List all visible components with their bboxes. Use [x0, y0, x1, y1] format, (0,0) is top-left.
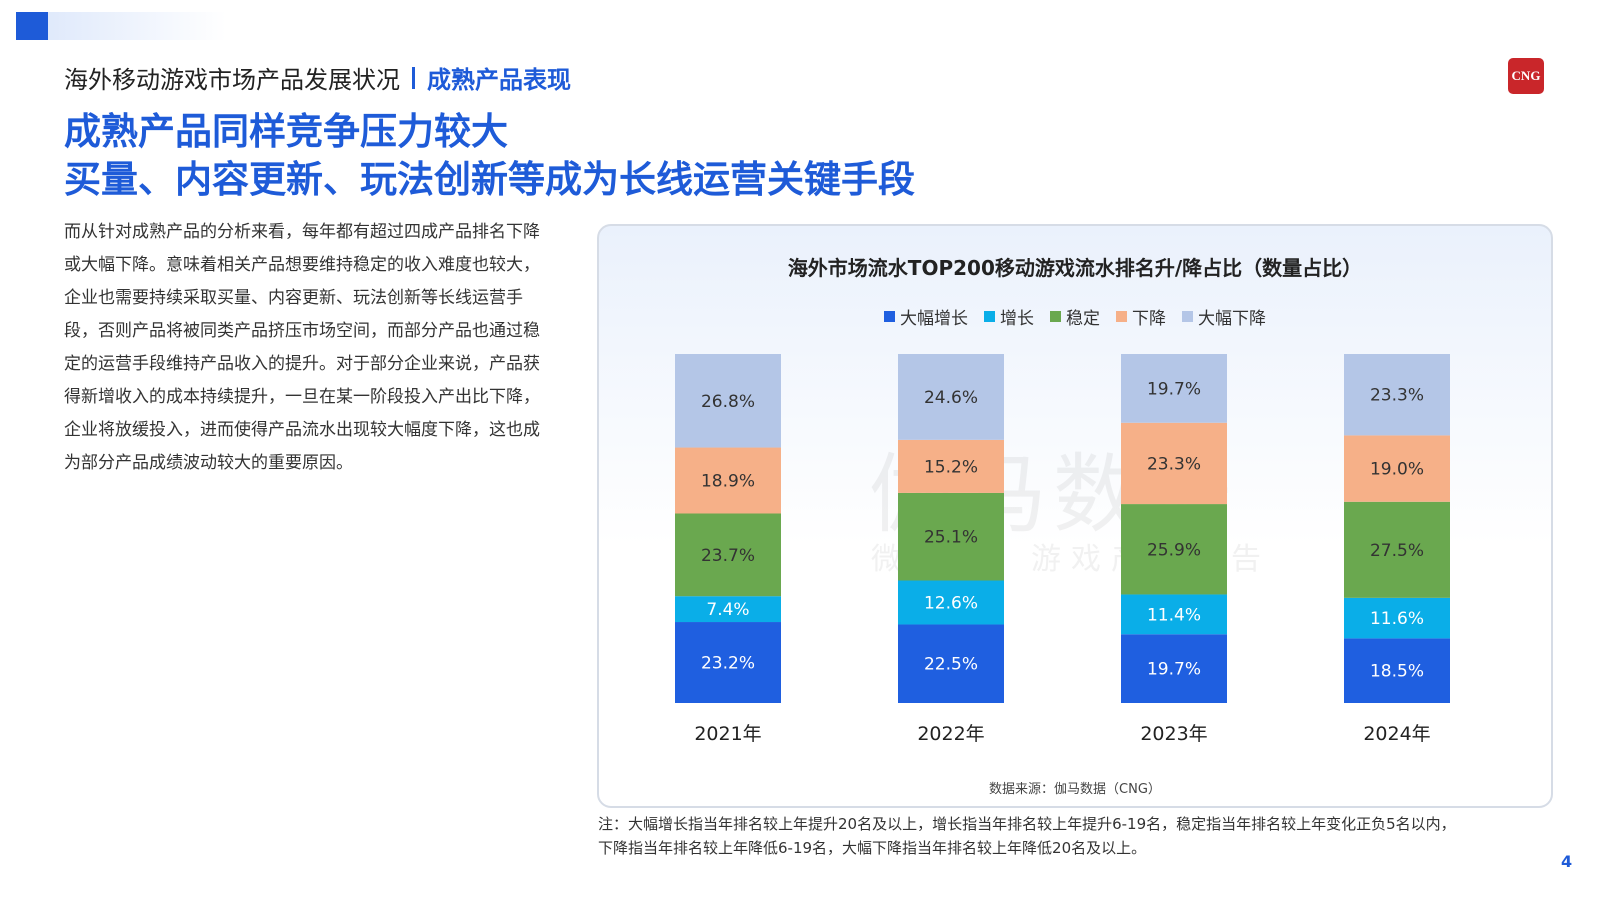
- bar-segment: [898, 439, 1004, 493]
- bar-segment: [898, 624, 1004, 703]
- data-label: 18.5%: [1370, 662, 1424, 682]
- legend-item: 大幅下降: [1182, 304, 1266, 329]
- bar-segment: [1344, 597, 1450, 639]
- stacked-bar-chart: 23.2% 7.4% 23.7% 18.9% 26.8% 2021年 22.5% 12.6% 2…: [675, 354, 1450, 745]
- data-label: 15.2%: [924, 457, 978, 477]
- legend-label: 大幅增长: [900, 309, 968, 329]
- data-label: 22.5%: [924, 655, 978, 675]
- bar-segment: [898, 492, 1004, 581]
- bar-segment: [1344, 638, 1450, 703]
- legend-label: 大幅下降: [1198, 309, 1266, 329]
- section-title: 成熟产品表现: [427, 66, 571, 94]
- data-label: 24.6%: [924, 388, 978, 408]
- legend-swatch: [884, 311, 895, 322]
- legend-item: 下降: [1116, 304, 1166, 329]
- data-label: 23.2%: [701, 654, 755, 674]
- data-label: 18.9%: [701, 472, 755, 492]
- bar-segment: [675, 622, 781, 703]
- bar-segment: [675, 596, 781, 623]
- footnote-line-1: 注：大幅增长指当年排名较上年提升20名及以上，增长指当年排名较上年提升6-19名…: [598, 815, 1456, 833]
- legend-label: 下降: [1132, 309, 1166, 329]
- headline-line-1: 成熟产品同样竞争压力较大: [64, 110, 508, 153]
- bar-segment: [898, 580, 1004, 625]
- legend-item: 稳定: [1050, 304, 1100, 329]
- legend-swatch: [984, 311, 995, 322]
- body-paragraph: 而从针对成熟产品的分析来看，每年都有超过四成产品排名下降或大幅下降。意味着相关产…: [64, 222, 540, 473]
- page-number: 4: [1561, 852, 1573, 871]
- header-separator: [412, 66, 415, 89]
- headline-line-2: 买量、内容更新、玩法创新等成为长线运营关键手段: [64, 158, 915, 201]
- legend-label: 稳定: [1066, 309, 1100, 329]
- legend-swatch: [1050, 311, 1061, 322]
- bar-segment: [675, 447, 781, 514]
- data-label: 23.3%: [1370, 386, 1424, 406]
- data-label: 11.6%: [1370, 609, 1424, 629]
- bar-segment: [1344, 435, 1450, 502]
- data-source: 数据来源：伽马数据（CNG）: [989, 782, 1161, 797]
- bar-segment: [1121, 594, 1227, 635]
- footnote: 注：大幅增长指当年排名较上年提升20名及以上，增长指当年排名较上年提升6-19名…: [598, 812, 1558, 860]
- chart-legend: 大幅增长 增长 稳定 下降 大幅下降: [599, 304, 1551, 329]
- data-label: 25.1%: [924, 528, 978, 548]
- data-label: 11.4%: [1147, 605, 1201, 625]
- data-label: 19.7%: [1147, 660, 1201, 680]
- bar-segment: [1121, 504, 1227, 595]
- data-label: 27.5%: [1370, 541, 1424, 561]
- data-label: 12.6%: [924, 593, 978, 613]
- footnote-line-2: 下降指当年排名较上年降低6-19名，大幅下降指当年排名较上年降低20名及以上。: [598, 839, 1147, 857]
- data-label: 19.7%: [1147, 379, 1201, 399]
- bar-segment: [675, 354, 781, 448]
- chart-title: 海外市场流水TOP200移动游戏流水排名升/降占比（数量占比）: [787, 256, 1363, 280]
- accent-stripe: [44, 12, 48, 40]
- legend-swatch: [1182, 311, 1193, 322]
- bar-segment: [675, 513, 781, 597]
- data-label: 7.4%: [706, 600, 749, 620]
- data-label: 23.3%: [1147, 454, 1201, 474]
- x-tick-label: 2024年: [1363, 723, 1430, 745]
- data-label: 23.7%: [701, 546, 755, 566]
- legend-label: 增长: [1000, 309, 1034, 329]
- legend-item: 增长: [984, 304, 1034, 329]
- top-accent-bar: [16, 12, 226, 40]
- bar-segment: [1344, 501, 1450, 598]
- x-tick-label: 2022年: [917, 723, 984, 745]
- legend-item: 大幅增长: [884, 304, 968, 329]
- x-tick-label: 2021年: [694, 723, 761, 745]
- bar-segment: [1121, 422, 1227, 505]
- bar-segment: [1121, 354, 1227, 423]
- report-title: 海外移动游戏市场产品发展状况: [64, 66, 400, 94]
- chart-panel: 伽马数据 微信号：游戏产业报告 海外市场流水TOP200移动游戏流水排名升/降占…: [597, 224, 1553, 808]
- report-header: 海外移动游戏市场产品发展状况 成熟产品表现: [64, 60, 571, 95]
- cng-logo: CNG: [1508, 58, 1544, 94]
- bar-segment: [898, 354, 1004, 440]
- data-label: 26.8%: [701, 392, 755, 412]
- data-label: 25.9%: [1147, 540, 1201, 560]
- bar-segment: [1121, 634, 1227, 703]
- headline: 成熟产品同样竞争压力较大 买量、内容更新、玩法创新等成为长线运营关键手段: [64, 108, 915, 204]
- data-label: 19.0%: [1370, 460, 1424, 480]
- legend-swatch: [1116, 311, 1127, 322]
- x-tick-label: 2023年: [1140, 723, 1207, 745]
- bar-segment: [1344, 354, 1450, 436]
